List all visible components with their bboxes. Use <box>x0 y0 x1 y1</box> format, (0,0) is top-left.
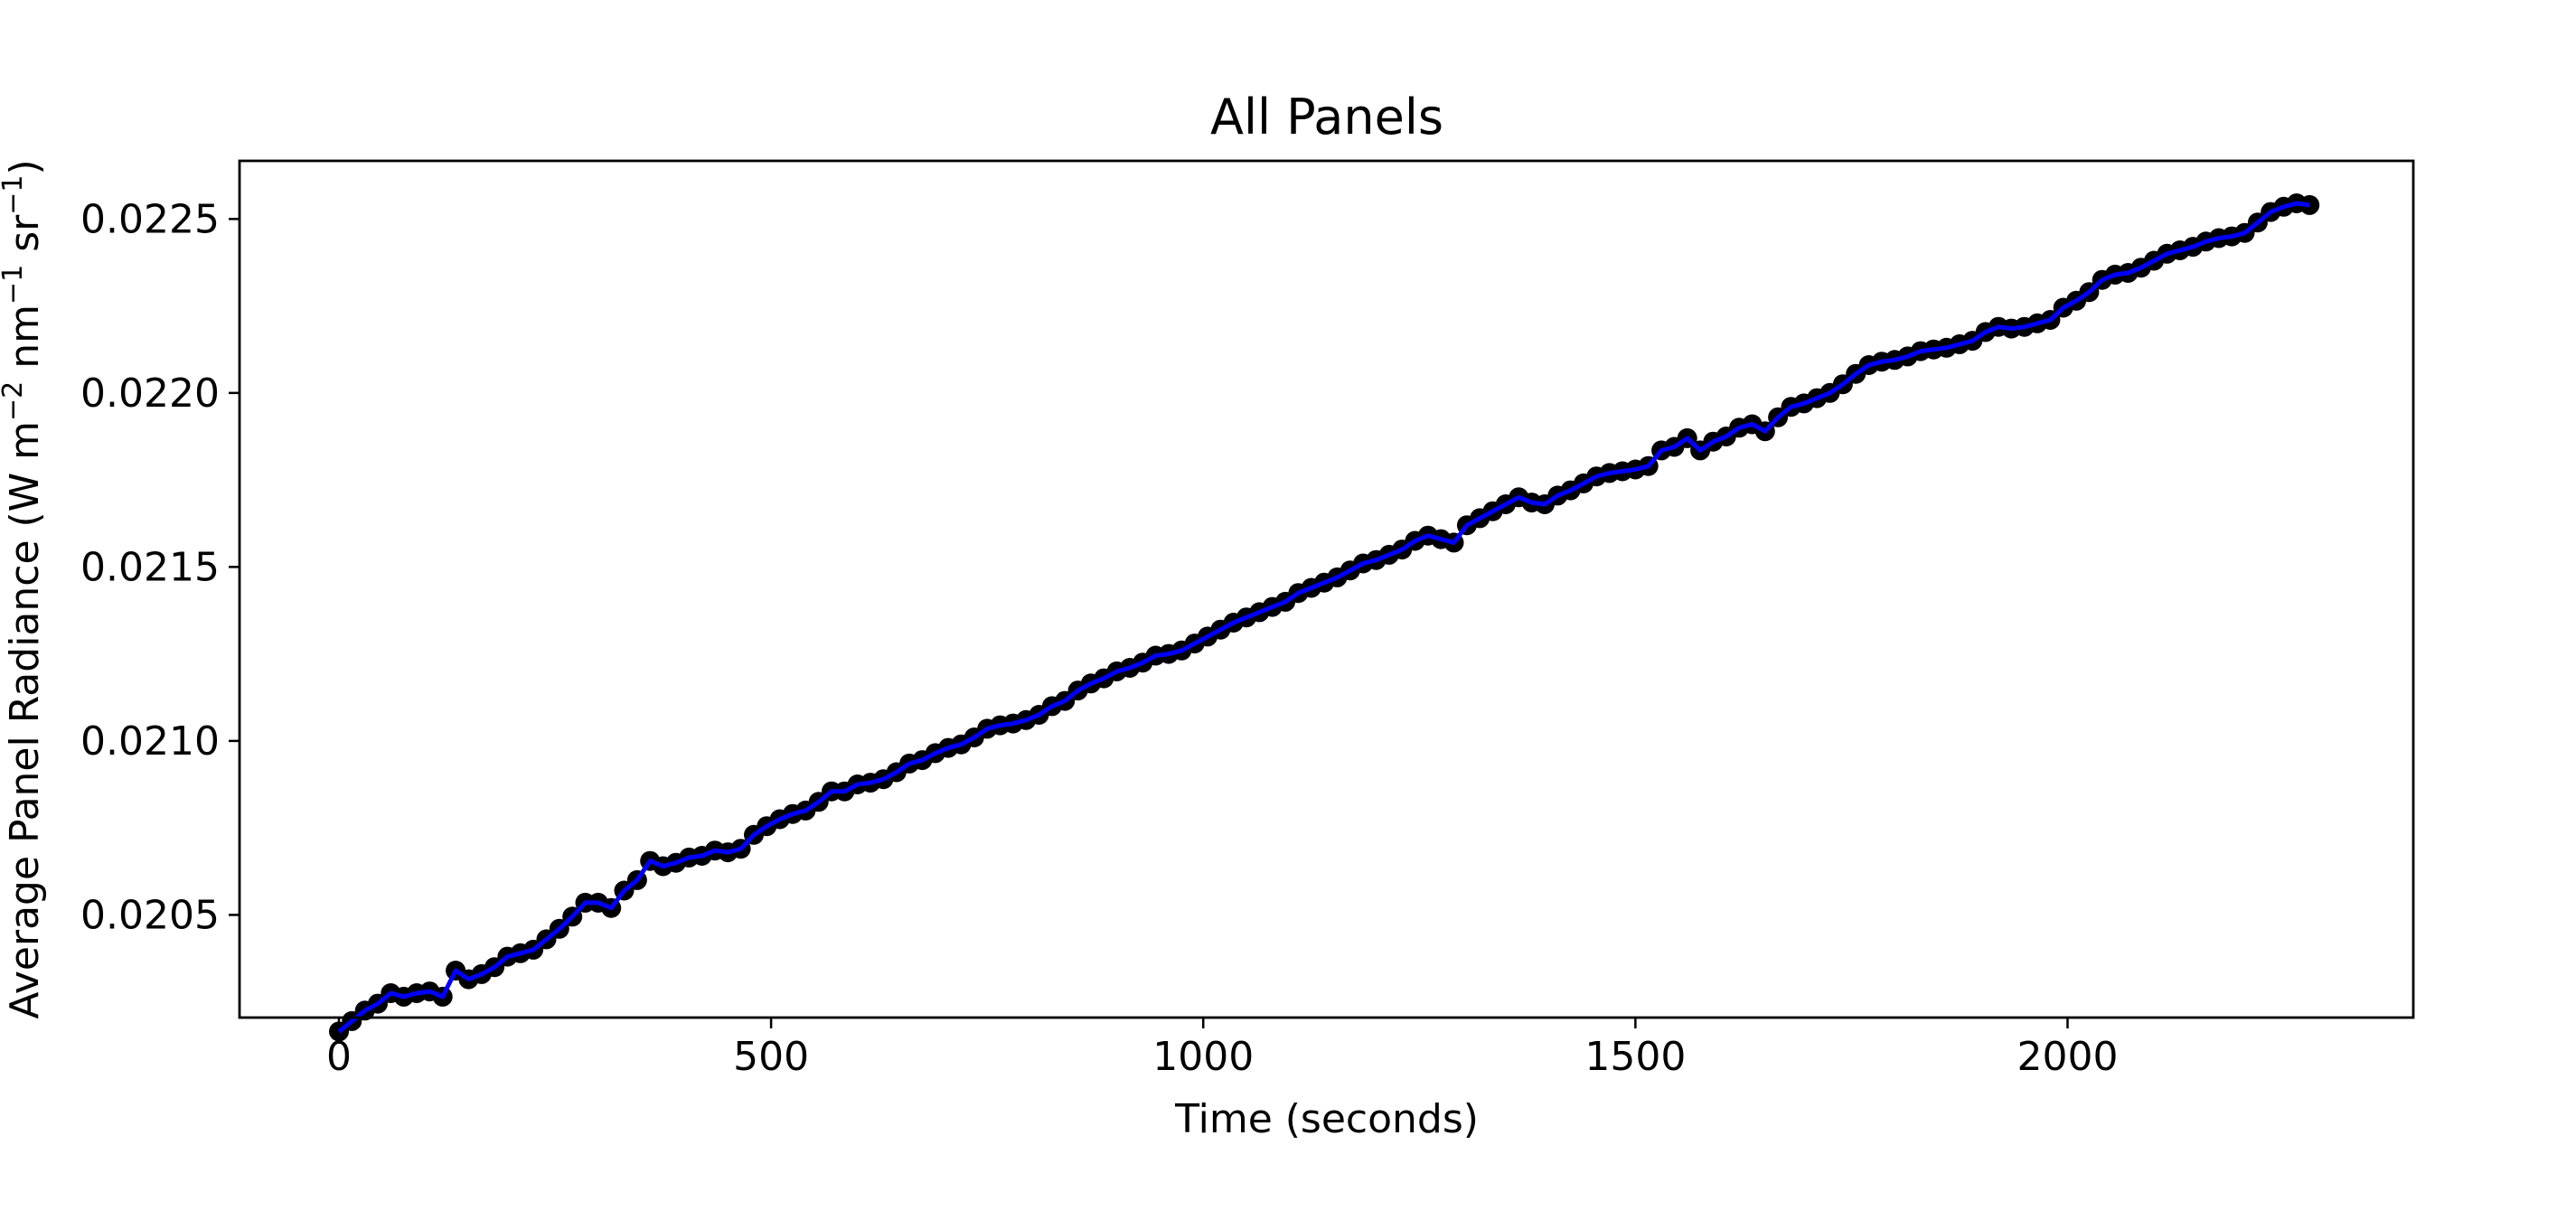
y-axis-label: Average Panel Radiance (W m−2 nm−1 sr−1) <box>0 159 48 1018</box>
plot-frame <box>238 159 2415 1019</box>
y-tick-label: 0.0215 <box>80 544 220 590</box>
y-label-exp3: −1 <box>0 175 29 215</box>
y-tick-label: 0.0210 <box>80 718 220 765</box>
y-label-mid: nm <box>2 305 48 381</box>
y-axis-ticks: 0.0205 0.0210 0.0215 0.0220 0.0225 <box>80 196 240 938</box>
x-tick-label: 1000 <box>1152 1034 1254 1080</box>
series-line <box>337 201 2310 1034</box>
chart-title: All Panels <box>1210 89 1443 145</box>
x-axis-ticks: 0 500 1000 1500 2000 <box>326 1018 2119 1080</box>
y-label-exp1: −2 <box>0 381 29 421</box>
y-label-base: Average Panel Radiance (W m <box>2 421 48 1019</box>
y-tick-label: 0.0220 <box>80 371 220 417</box>
y-label-mid2: sr <box>2 214 48 265</box>
y-tick-label: 0.0205 <box>80 892 220 938</box>
y-label-end: ) <box>2 159 48 174</box>
x-axis-label: Time (seconds) <box>1174 1096 1479 1142</box>
x-tick-label: 1500 <box>1584 1034 1686 1080</box>
x-tick-label: 0 <box>326 1034 352 1080</box>
x-tick-label: 2000 <box>2017 1034 2119 1080</box>
y-label-exp2: −1 <box>0 265 29 305</box>
plot-area-marks <box>329 193 2320 1042</box>
x-tick-label: 500 <box>733 1034 809 1080</box>
y-tick-label: 0.0225 <box>80 196 220 242</box>
